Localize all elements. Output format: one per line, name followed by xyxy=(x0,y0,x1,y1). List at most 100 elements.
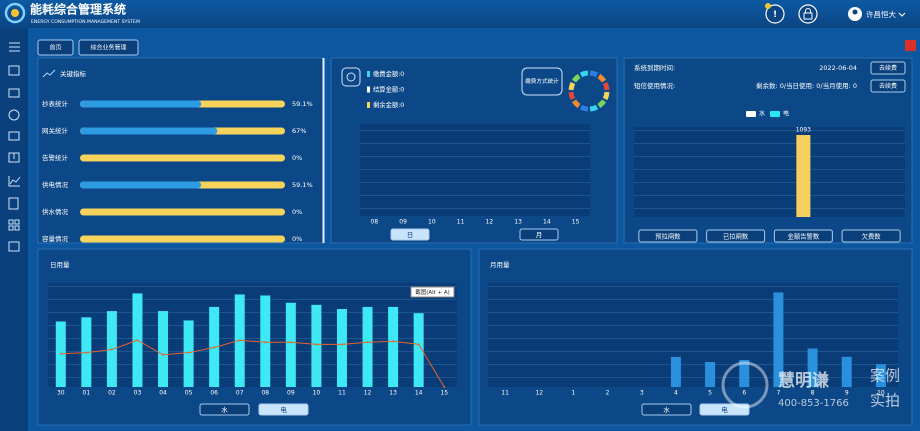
nav-icon[interactable] xyxy=(8,219,20,231)
sidebar-icons[interactable] xyxy=(8,42,21,252)
nav-icon[interactable] xyxy=(8,152,20,163)
tab[interactable] xyxy=(37,39,74,56)
notice-icon: ! xyxy=(773,10,777,20)
tab-label[interactable]: 综合业务管理 xyxy=(90,44,126,52)
x-tick-label: 7 xyxy=(777,390,781,397)
toggle-button[interactable] xyxy=(641,403,692,416)
x-tick-label: 5 xyxy=(708,390,712,397)
line-point xyxy=(315,343,318,346)
x-tick-label: 10 xyxy=(313,390,321,397)
renew-button[interactable] xyxy=(870,79,906,93)
x-tick-label: 04 xyxy=(159,390,167,397)
user-caret[interactable] xyxy=(898,12,906,17)
toggle-label[interactable]: 水 xyxy=(663,405,670,414)
lock-button[interactable] xyxy=(798,4,818,24)
x-tick-label: 01 xyxy=(83,390,91,397)
toggle-button[interactable] xyxy=(258,403,309,416)
progress-label: 抄表统计 xyxy=(42,99,69,108)
bar xyxy=(388,306,399,387)
renew-button[interactable] xyxy=(870,61,906,75)
toggle-button[interactable] xyxy=(199,403,250,416)
bar xyxy=(739,359,750,387)
donut-segment xyxy=(579,70,589,78)
side-label: 缴费方式统计 xyxy=(525,77,559,85)
toggle-button[interactable] xyxy=(699,403,750,416)
nav-icon[interactable] xyxy=(8,197,19,210)
user-name[interactable]: 许昌恒大 xyxy=(866,9,896,19)
progress-label: 供水情况 xyxy=(42,207,69,216)
toggle-label[interactable]: 电 xyxy=(280,405,287,414)
line-point xyxy=(443,386,446,388)
bar xyxy=(311,304,322,387)
x-tick-label: 14 xyxy=(543,219,551,226)
tab-label[interactable]: 首页 xyxy=(49,44,61,52)
action-button[interactable] xyxy=(773,229,833,243)
line-point xyxy=(136,339,139,342)
legend-label: 缴费金额:0 xyxy=(373,69,404,78)
renew-label[interactable]: 去续费 xyxy=(879,64,897,72)
plot-area xyxy=(634,127,905,217)
nav-icon[interactable] xyxy=(8,65,20,76)
plot-area xyxy=(360,124,590,216)
progress-label: 供电情况 xyxy=(42,180,69,189)
toggle-label[interactable]: 月 xyxy=(536,231,543,239)
line-point xyxy=(187,351,190,354)
toggle-label[interactable]: 电 xyxy=(721,405,728,414)
nav-icon[interactable] xyxy=(8,131,20,141)
action-label[interactable]: 已拉闸数 xyxy=(723,232,749,241)
bar xyxy=(670,356,681,387)
legend-label: 电 xyxy=(783,110,789,118)
x-tick-label: 2 xyxy=(606,390,610,397)
progress-bar xyxy=(80,100,202,108)
action-button[interactable] xyxy=(841,229,901,243)
x-tick-label: 15 xyxy=(440,390,448,397)
action-label[interactable]: 欠费数 xyxy=(862,232,882,241)
expire-label: 系统到期时间: xyxy=(634,63,675,72)
progress-bar xyxy=(80,127,218,135)
donut-segment xyxy=(589,70,599,78)
x-tick-label: 6 xyxy=(742,390,746,397)
logo-dot xyxy=(11,9,19,17)
progress-value: 0% xyxy=(292,208,302,216)
x-tick-label: 10 xyxy=(428,219,436,226)
action-label[interactable]: 预拉闸数 xyxy=(655,232,681,241)
toggle-button[interactable] xyxy=(519,228,559,241)
action-button[interactable] xyxy=(706,229,766,243)
legend-swatch xyxy=(367,86,370,93)
lock-icon xyxy=(803,12,813,20)
legend-swatch xyxy=(770,111,780,117)
tooltip-box xyxy=(410,286,455,298)
nav-icon[interactable] xyxy=(8,176,21,187)
tooltip: 截图(Alt + A) xyxy=(415,288,450,296)
action-button[interactable] xyxy=(638,229,698,243)
side-label-box xyxy=(521,67,563,96)
x-tick-label: 02 xyxy=(108,390,116,397)
notice-button[interactable] xyxy=(765,4,785,24)
lock-shackle xyxy=(805,8,811,13)
renew-label[interactable]: 去续费 xyxy=(879,82,897,90)
sms-detail: 剩余数: 0/当日使用: 0/当月使用: 0 xyxy=(756,81,857,90)
x-tick-label: 1 xyxy=(572,390,576,397)
line-point xyxy=(110,348,113,351)
line-point xyxy=(238,339,241,342)
sms-label: 短信使用情况: xyxy=(634,81,675,90)
nav-icon[interactable] xyxy=(8,241,20,252)
pie-icon xyxy=(341,67,361,87)
tab[interactable] xyxy=(78,39,139,56)
donut-segment xyxy=(589,104,599,112)
nav-icon[interactable] xyxy=(8,88,20,98)
toggle-button[interactable] xyxy=(390,228,430,241)
x-tick-label: 09 xyxy=(287,390,295,397)
progress-value: 59.1% xyxy=(292,181,313,189)
bar xyxy=(875,364,886,387)
toggle-label[interactable]: 日 xyxy=(407,231,414,239)
progress-value: 0% xyxy=(292,154,302,162)
close-button[interactable] xyxy=(905,40,916,51)
line-point xyxy=(289,341,292,344)
donut-segment xyxy=(602,81,610,91)
progress-value: 59.1% xyxy=(292,100,313,108)
toggle-label[interactable]: 水 xyxy=(221,405,228,414)
menu-icon[interactable] xyxy=(9,42,20,52)
action-label[interactable]: 金额告警数 xyxy=(788,232,820,241)
nav-icon[interactable] xyxy=(8,109,20,121)
